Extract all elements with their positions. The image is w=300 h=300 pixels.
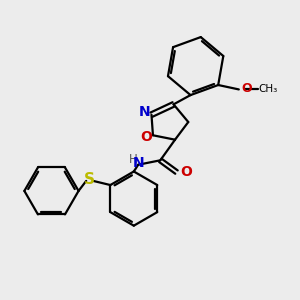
Text: N: N xyxy=(133,156,145,170)
Text: O: O xyxy=(241,82,252,95)
Text: CH₃: CH₃ xyxy=(259,84,278,94)
Text: O: O xyxy=(180,165,192,179)
Text: O: O xyxy=(140,130,152,144)
Text: S: S xyxy=(84,172,95,187)
Text: H: H xyxy=(128,153,137,166)
Text: N: N xyxy=(139,105,151,119)
